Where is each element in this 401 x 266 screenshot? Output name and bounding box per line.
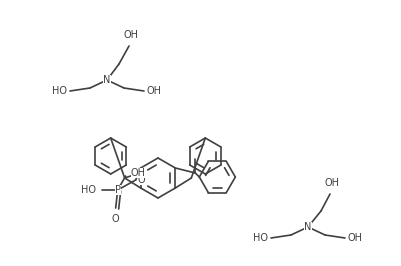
Text: OH: OH bbox=[130, 168, 145, 178]
Text: N: N bbox=[103, 75, 110, 85]
Text: OH: OH bbox=[347, 233, 362, 243]
Text: HO: HO bbox=[52, 86, 67, 96]
Text: P: P bbox=[114, 185, 120, 195]
Text: OH: OH bbox=[147, 86, 162, 96]
Text: OH: OH bbox=[123, 30, 138, 40]
Text: O: O bbox=[137, 175, 145, 185]
Text: N: N bbox=[304, 222, 311, 232]
Text: OH: OH bbox=[324, 178, 339, 188]
Text: HO: HO bbox=[81, 185, 95, 195]
Text: O: O bbox=[111, 214, 119, 224]
Text: HO: HO bbox=[252, 233, 267, 243]
